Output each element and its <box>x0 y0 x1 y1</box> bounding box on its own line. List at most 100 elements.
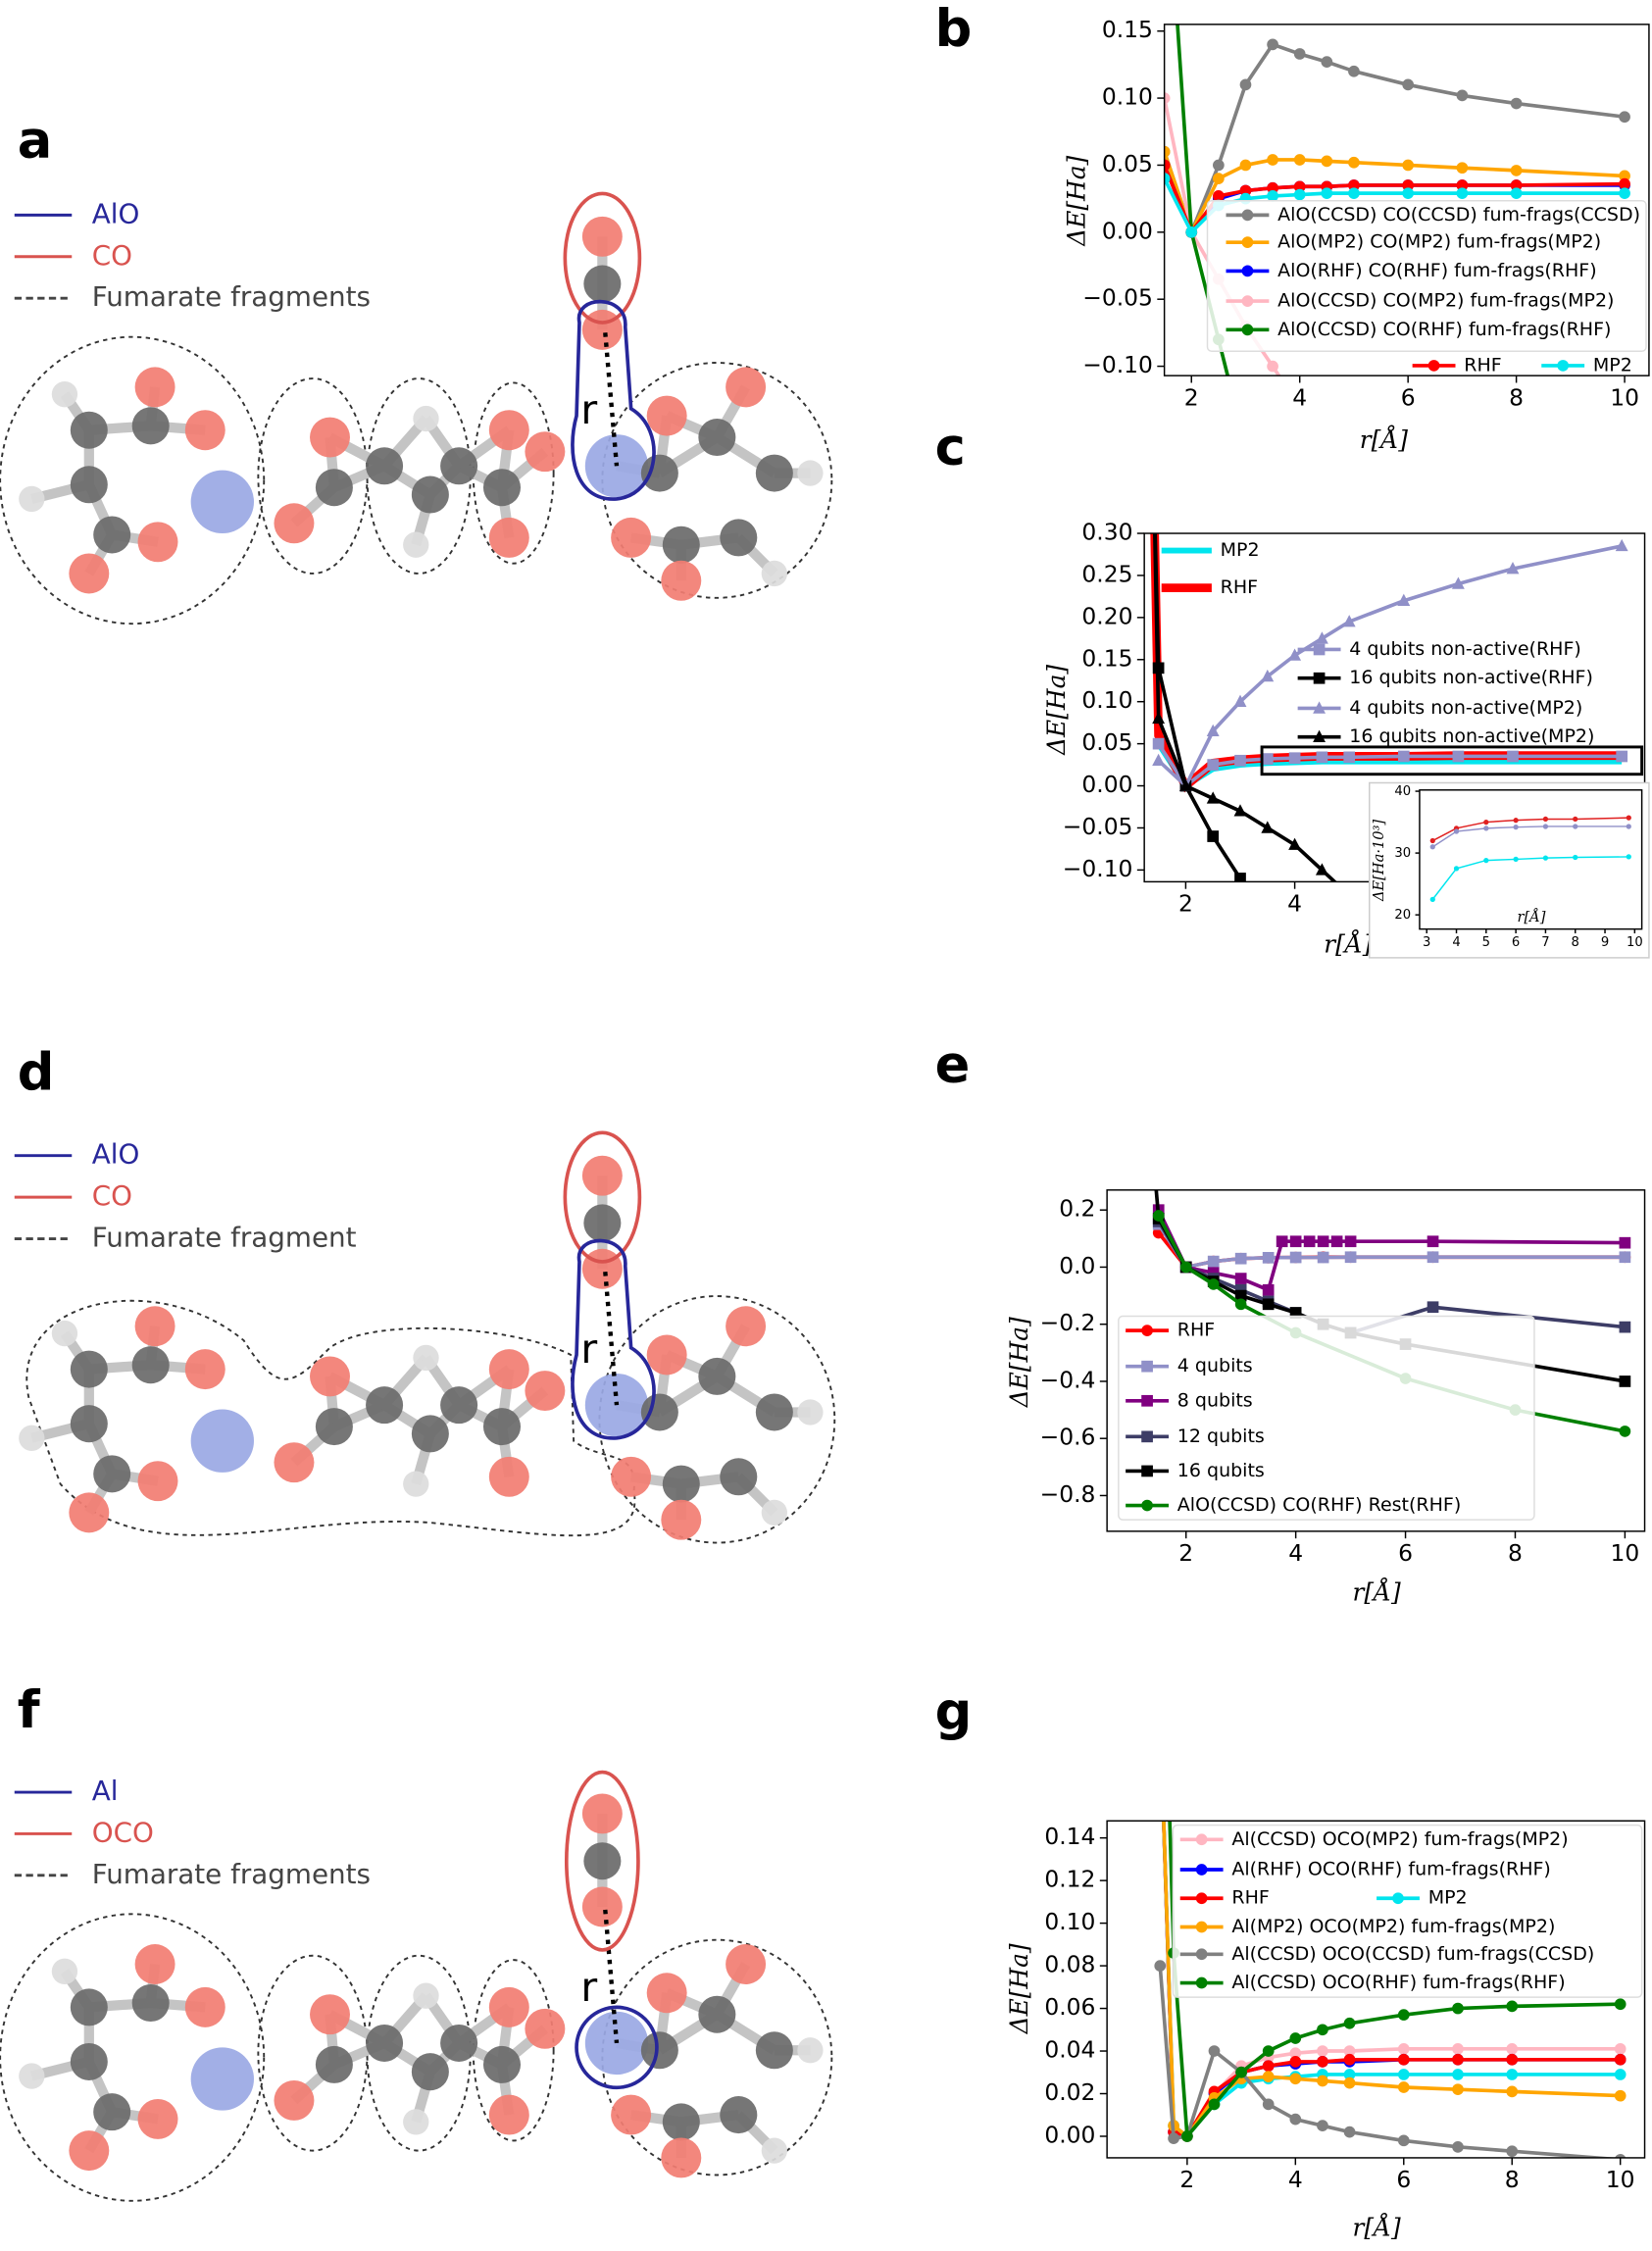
marker <box>1234 873 1246 882</box>
atom <box>274 1442 315 1483</box>
legend-marker <box>1195 1921 1208 1933</box>
molecule-panel: a AlO CO Fumarate fragments r <box>0 111 833 625</box>
marker <box>1348 187 1360 200</box>
marker <box>1614 2069 1627 2080</box>
marker <box>1293 188 1306 201</box>
atom <box>726 1944 767 1984</box>
marker <box>1152 753 1166 767</box>
legend-text: RHF <box>1177 1320 1215 1341</box>
y-axis-label: ΔE[Ha] <box>1005 1943 1033 2034</box>
marker <box>1288 752 1301 765</box>
x-tick-label: 2 <box>1184 383 1199 411</box>
marker <box>1452 2069 1464 2080</box>
fragment-outline <box>0 335 266 625</box>
atom <box>755 1393 793 1431</box>
fragment-outline <box>25 1299 636 1537</box>
legend-marker <box>1195 1864 1208 1876</box>
atom <box>190 1409 254 1473</box>
legend-text: 16 qubits <box>1177 1460 1265 1481</box>
atom <box>661 560 702 601</box>
atom <box>698 419 736 457</box>
y-tick-label: 30 <box>1394 846 1411 861</box>
legend-marker <box>1313 701 1327 714</box>
y-tick-label: −0.05 <box>1082 284 1153 312</box>
y-tick-label: 0.15 <box>1081 644 1132 672</box>
fragment-outline <box>598 1295 836 1544</box>
marker <box>1293 48 1306 60</box>
y-tick-label: −0.8 <box>1040 1480 1096 1508</box>
atom <box>134 1306 175 1347</box>
marker <box>1619 1251 1631 1264</box>
marker <box>1207 1278 1220 1290</box>
marker <box>1452 2083 1464 2096</box>
marker <box>1267 154 1278 166</box>
marker <box>1342 615 1356 627</box>
marker <box>1208 2098 1221 2111</box>
marker <box>1402 179 1415 191</box>
marker <box>1147 443 1159 455</box>
atom <box>797 460 824 486</box>
y-tick-label: 0.14 <box>1044 1823 1095 1850</box>
x-tick-label: 4 <box>1292 383 1307 411</box>
panel-label: d <box>18 1042 55 1102</box>
x-tick-label: 2 <box>1178 890 1193 918</box>
marker <box>1506 2145 1519 2158</box>
y-tick-label: 0.05 <box>1081 728 1132 756</box>
atom <box>646 395 687 436</box>
marker <box>1317 2045 1328 2057</box>
legend-marker <box>1141 1394 1153 1407</box>
x-tick-label: 2 <box>1178 1539 1193 1567</box>
legend-marker <box>1141 1430 1153 1443</box>
marker <box>1317 2120 1328 2131</box>
marker <box>1343 2069 1356 2080</box>
marker <box>1179 1261 1192 1274</box>
legend-marker <box>1141 1360 1153 1373</box>
marker <box>1402 78 1415 91</box>
y-axis-label: ΔE[Ha] <box>1005 1317 1033 1408</box>
atom <box>274 2079 315 2121</box>
marker <box>1293 154 1306 166</box>
atom <box>190 2047 254 2111</box>
fragment-outline <box>472 381 555 565</box>
atom <box>190 470 254 534</box>
marker <box>1147 442 1160 454</box>
y-tick-label: 0.12 <box>1044 1866 1095 1893</box>
marker <box>1402 187 1415 200</box>
legend-text: AlO(CCSD) CO(RHF) Rest(RHF) <box>1177 1494 1461 1516</box>
y-tick-label: 0.00 <box>1081 771 1132 798</box>
atom <box>131 1346 170 1384</box>
x-tick-label: 4 <box>1452 935 1460 950</box>
marker <box>1619 1321 1631 1333</box>
series-line <box>1157 1231 1626 1270</box>
marker <box>1288 837 1302 850</box>
chart: 20 30 40 3 4 5 6 7 8 9 10 r[Å] ΔE[Ha·10³] <box>1369 781 1650 959</box>
axes-frame <box>1419 789 1643 930</box>
marker <box>1619 177 1630 190</box>
legend-box <box>1118 1315 1535 1521</box>
marker <box>1510 179 1523 191</box>
atom <box>403 1471 429 1497</box>
legend-marker <box>1195 1976 1208 1989</box>
marker <box>1178 778 1192 791</box>
atom <box>640 1393 678 1431</box>
y-tick-label: 0.25 <box>1081 560 1132 587</box>
legend-text: RHF <box>1464 354 1501 375</box>
marker <box>1542 824 1549 829</box>
axes-frame <box>1106 1820 1646 2159</box>
atom <box>581 216 623 257</box>
legend-text: CO <box>92 239 132 272</box>
atom <box>646 1334 687 1376</box>
atom <box>184 410 225 451</box>
legend-text: 4 qubits non-active(MP2) <box>1349 697 1582 719</box>
marker <box>1234 1298 1247 1311</box>
y-tick-label: 0.04 <box>1044 2036 1095 2064</box>
marker <box>1619 170 1630 182</box>
marker <box>1429 837 1435 844</box>
atom <box>720 1458 758 1496</box>
marker <box>1483 819 1489 825</box>
atom <box>93 516 131 554</box>
marker <box>1429 844 1435 850</box>
marker <box>1343 2126 1356 2138</box>
fragment-outline <box>472 1959 555 2142</box>
marker <box>1164 173 1171 184</box>
